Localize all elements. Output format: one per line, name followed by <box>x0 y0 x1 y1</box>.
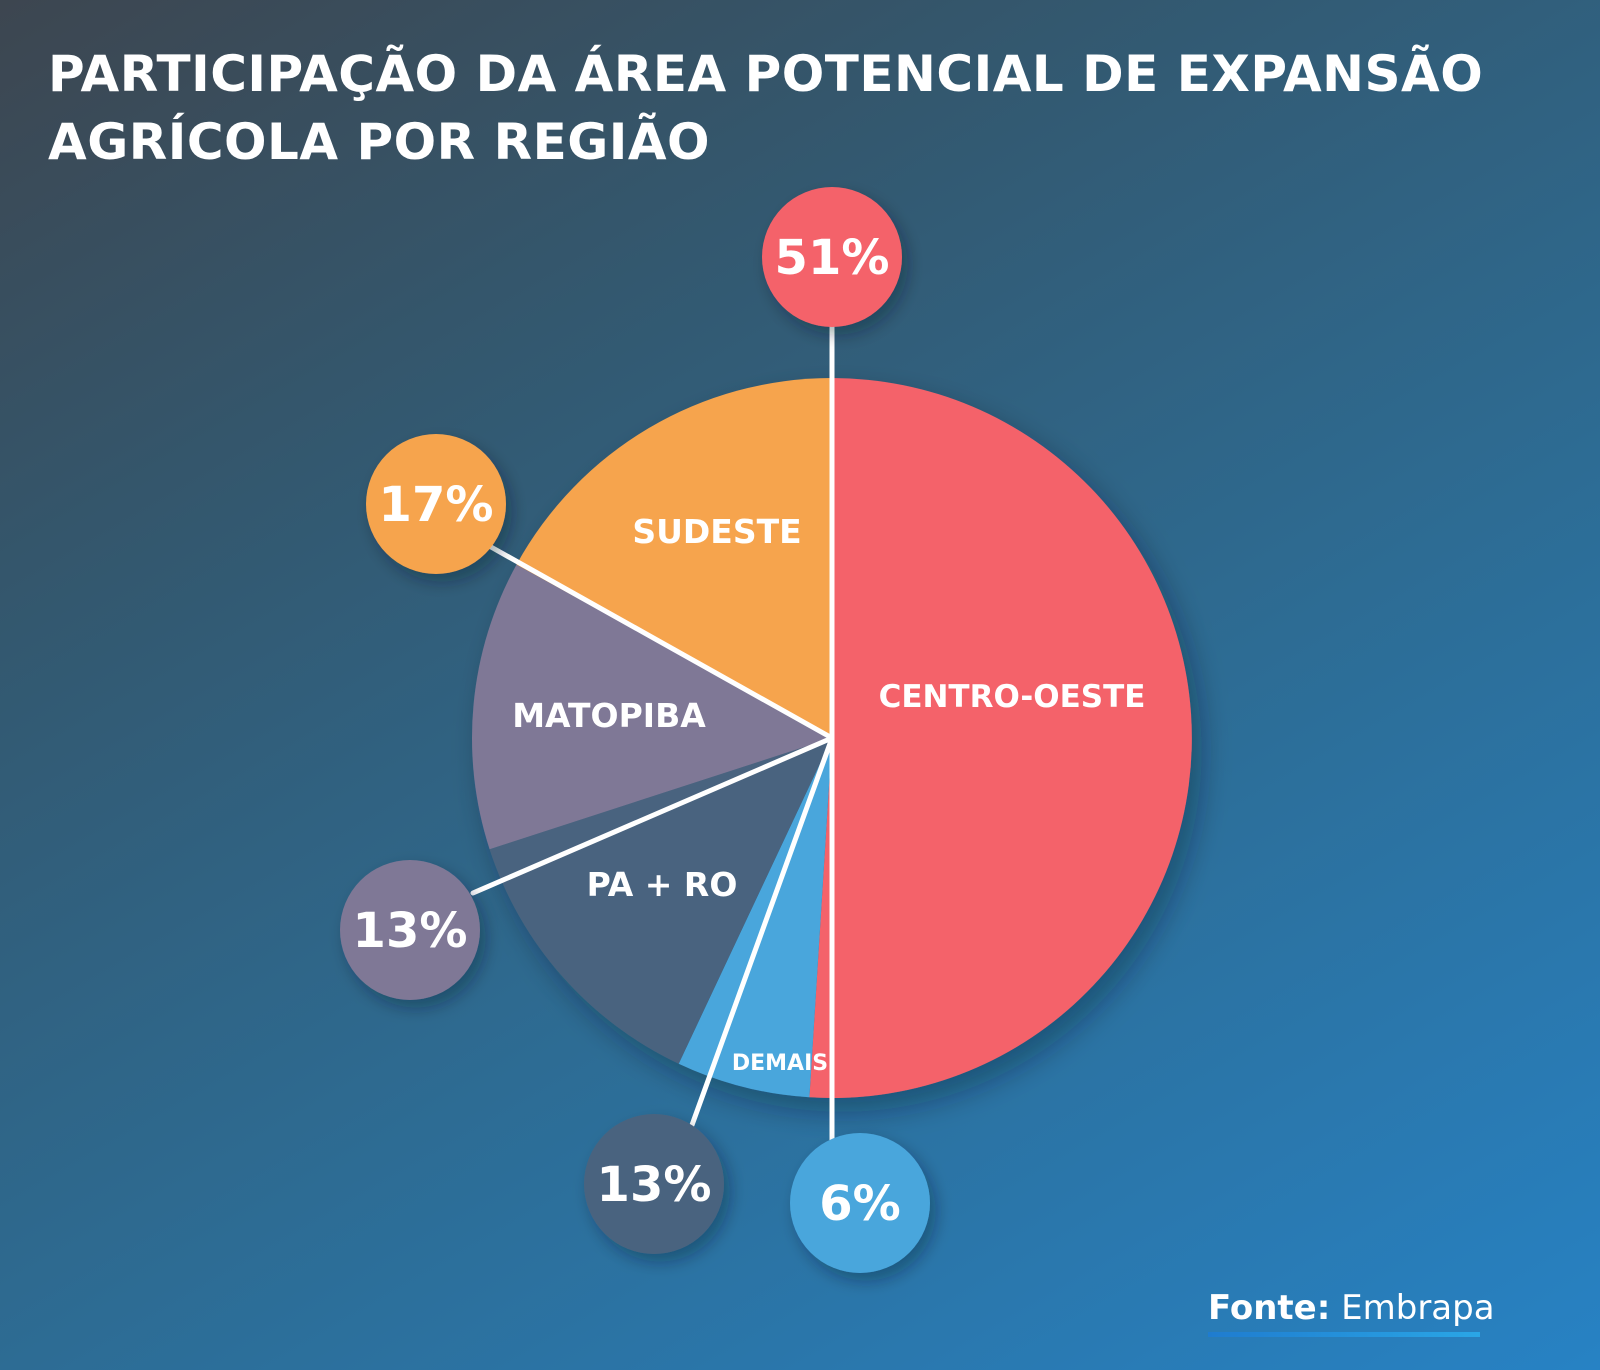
chart-title-line-2: AGRÍCOLA POR REGIÃO <box>48 113 711 171</box>
value-bubble-pa-ro: 13% <box>584 1114 724 1254</box>
value-bubble-sudeste: 17% <box>366 434 506 574</box>
chart-title: PARTICIPAÇÃO DA ÁREA POTENCIAL DE EXPANS… <box>48 40 1484 176</box>
slice-label-sudeste: SUDESTE <box>632 512 801 551</box>
source-underline <box>1208 1332 1480 1337</box>
value-label-pa-ro: 13% <box>597 1157 712 1213</box>
value-bubble-circle <box>584 1114 724 1254</box>
leader-line-pa-ro <box>689 735 835 1128</box>
slice-label-matopiba: MATOPIBA <box>512 696 706 735</box>
value-label-centro-oeste: 51% <box>775 230 890 286</box>
slice-label-demais: DEMAIS <box>732 1051 828 1076</box>
value-bubble-circle <box>340 860 480 1000</box>
value-bubble-centro-oeste: 51% <box>762 187 902 327</box>
slice-label-centro-oeste: CENTRO-OESTE <box>879 679 1146 715</box>
slice-label-pa-ro: PA + RO <box>587 865 738 904</box>
value-bubble-circle <box>762 187 902 327</box>
chart-title-line-1: PARTICIPAÇÃO DA ÁREA POTENCIAL DE EXPANS… <box>48 45 1484 103</box>
pie-slice-sudeste <box>516 377 832 738</box>
value-label-sudeste: 17% <box>379 477 494 533</box>
value-label-matopiba: 13% <box>353 903 468 959</box>
pie-slice-matopiba <box>471 564 832 850</box>
pie-slice-pa-ro <box>489 738 832 1064</box>
source-value: Embrapa <box>1341 1288 1495 1328</box>
pie-slice-demais <box>678 738 832 1098</box>
value-label-demais: 6% <box>819 1176 901 1232</box>
value-bubble-circle <box>366 434 506 574</box>
value-bubble-circle <box>790 1133 930 1273</box>
source-label: Fonte: <box>1208 1288 1331 1328</box>
pie-slice-centro-oeste <box>809 378 1192 1098</box>
value-bubble-demais: 6% <box>790 1133 930 1273</box>
source-note: Fonte: Embrapa <box>1208 1288 1495 1328</box>
leader-line-matopiba <box>470 735 835 896</box>
value-bubble-matopiba: 13% <box>340 860 480 1000</box>
leader-line-sudeste <box>488 544 835 741</box>
